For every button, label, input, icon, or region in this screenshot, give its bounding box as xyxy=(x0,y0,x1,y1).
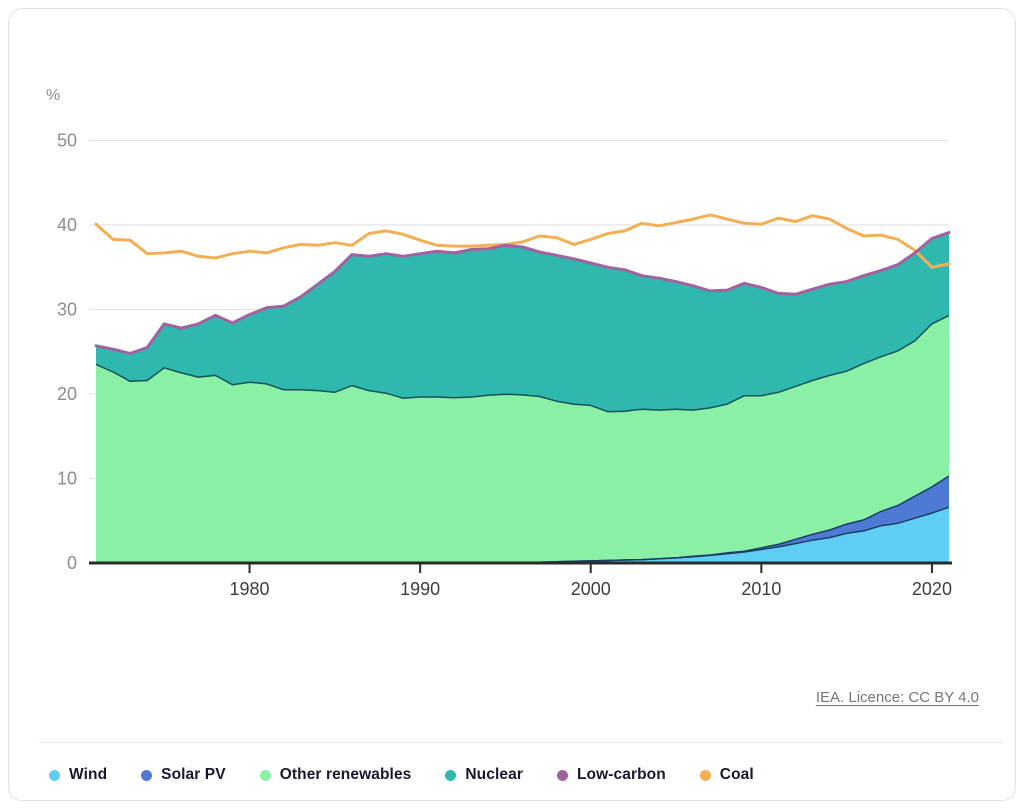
legend-item-wind[interactable]: Wind xyxy=(49,766,107,784)
legend: Wind Solar PV Other renewables Nuclear Low-c… xyxy=(49,757,754,793)
x-tick-label: 2000 xyxy=(571,579,611,599)
line-coal xyxy=(94,213,951,269)
solar-pv-swatch xyxy=(141,769,153,781)
low-carbon-swatch xyxy=(556,769,568,781)
legend-label: Other renewables xyxy=(279,766,412,783)
area-other-renewables xyxy=(96,315,949,563)
y-axis-labels: 0 10 20 30 40 50 xyxy=(57,131,77,574)
attribution-link[interactable]: IEA. Licence: CC BY 4.0 xyxy=(815,689,979,706)
x-axis: 1980 1990 2000 2010 2020 xyxy=(89,561,952,599)
legend-item-nuclear[interactable]: Nuclear xyxy=(445,766,523,784)
legend-label: Nuclear xyxy=(465,766,523,783)
chart-card: % 0 10 20 30 40 50 1980 1990 2000 2010 2020 IEA. L… xyxy=(8,8,1016,801)
legend-item-coal[interactable]: Coal xyxy=(699,766,754,784)
legend-item-other-renewables[interactable]: Other renewables xyxy=(259,766,412,784)
attribution: IEA. Licence: CC BY 4.0 xyxy=(816,689,979,706)
legend-label: Low-carbon xyxy=(576,766,666,783)
y-tick-label: 0 xyxy=(67,553,77,573)
x-tick-label: 1990 xyxy=(400,579,440,599)
boundary-other-renewables xyxy=(95,314,950,413)
stacked-areas xyxy=(95,232,950,564)
legend-item-solar-pv[interactable]: Solar PV xyxy=(141,766,226,784)
y-tick-label: 40 xyxy=(57,215,77,235)
legend-label: Wind xyxy=(69,766,108,783)
y-tick-label: 10 xyxy=(57,469,77,489)
wind-swatch xyxy=(49,769,60,781)
chart-plot: 0 10 20 30 40 50 1980 1990 2000 2010 2020 xyxy=(57,131,952,599)
x-tick-label: 2010 xyxy=(741,579,781,599)
y-tick-label: 30 xyxy=(57,300,77,320)
line-low-carbon xyxy=(94,231,951,355)
legend-label: Solar PV xyxy=(161,766,226,783)
nuclear-swatch xyxy=(445,769,457,781)
y-tick-label: 20 xyxy=(57,384,77,404)
area-wind xyxy=(96,507,949,563)
legend-label: Coal xyxy=(719,766,754,783)
coal-swatch xyxy=(699,769,711,781)
y-tick-label: 50 xyxy=(57,131,77,151)
legend-divider xyxy=(39,742,1003,743)
x-tick-label: 2020 xyxy=(912,579,952,599)
overlay-lines xyxy=(94,213,951,355)
legend-item-low-carbon[interactable]: Low-carbon xyxy=(556,766,666,784)
y-axis-unit-label: % xyxy=(46,87,61,104)
other-renewables-swatch xyxy=(259,769,271,781)
x-tick-label: 1980 xyxy=(230,579,270,599)
